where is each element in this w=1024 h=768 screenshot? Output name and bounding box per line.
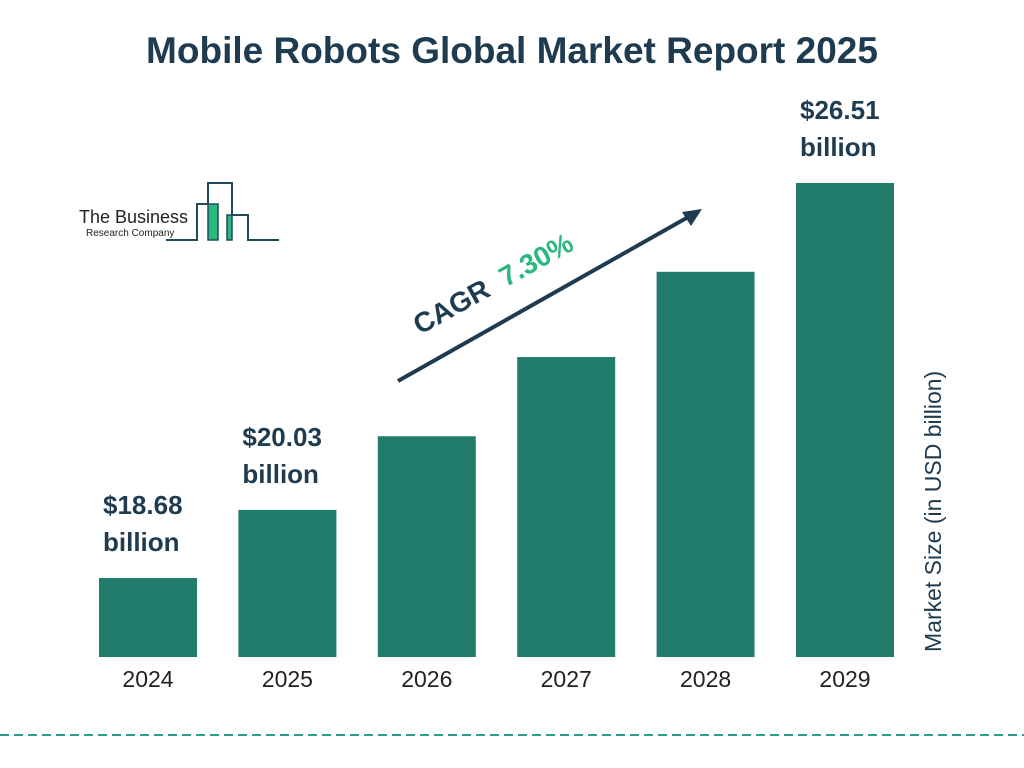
logo-line1: The Business bbox=[79, 207, 188, 227]
bar-2025 bbox=[238, 509, 337, 657]
bar-2024 bbox=[99, 578, 197, 657]
data-label-unit: billion bbox=[242, 459, 319, 489]
cagr-value: 7.30% bbox=[494, 227, 579, 293]
logo: The Business Research Company bbox=[79, 182, 279, 241]
cagr-annotation: CAGR 7.30% bbox=[397, 209, 702, 383]
x-tick-label: 2025 bbox=[262, 666, 313, 692]
cagr-prefix: CAGR bbox=[408, 273, 495, 340]
x-tick-label: 2029 bbox=[819, 666, 870, 692]
x-tick-label: 2028 bbox=[680, 666, 731, 692]
y-axis-label: Market Size (in USD billion) bbox=[920, 371, 946, 652]
data-label-value: $18.68 bbox=[103, 490, 183, 520]
data-label-unit: billion bbox=[800, 132, 877, 162]
chart-title: Mobile Robots Global Market Report 2025 bbox=[146, 30, 878, 71]
svg-text:CAGR 7.30%: CAGR 7.30% bbox=[408, 227, 578, 340]
bar-2026 bbox=[377, 436, 476, 657]
data-label-value: $20.03 bbox=[242, 422, 322, 452]
data-label-value: $26.51 bbox=[800, 95, 880, 125]
arrow-head-icon bbox=[682, 209, 702, 226]
bar-2029 bbox=[796, 183, 894, 657]
bar-2027 bbox=[517, 357, 616, 657]
bar-2028 bbox=[656, 271, 755, 657]
x-tick-label: 2026 bbox=[401, 666, 452, 692]
x-tick-label: 2024 bbox=[122, 666, 173, 692]
logo-line2: Research Company bbox=[86, 228, 174, 239]
data-label-unit: billion bbox=[103, 527, 180, 557]
x-tick-label: 2027 bbox=[541, 666, 592, 692]
